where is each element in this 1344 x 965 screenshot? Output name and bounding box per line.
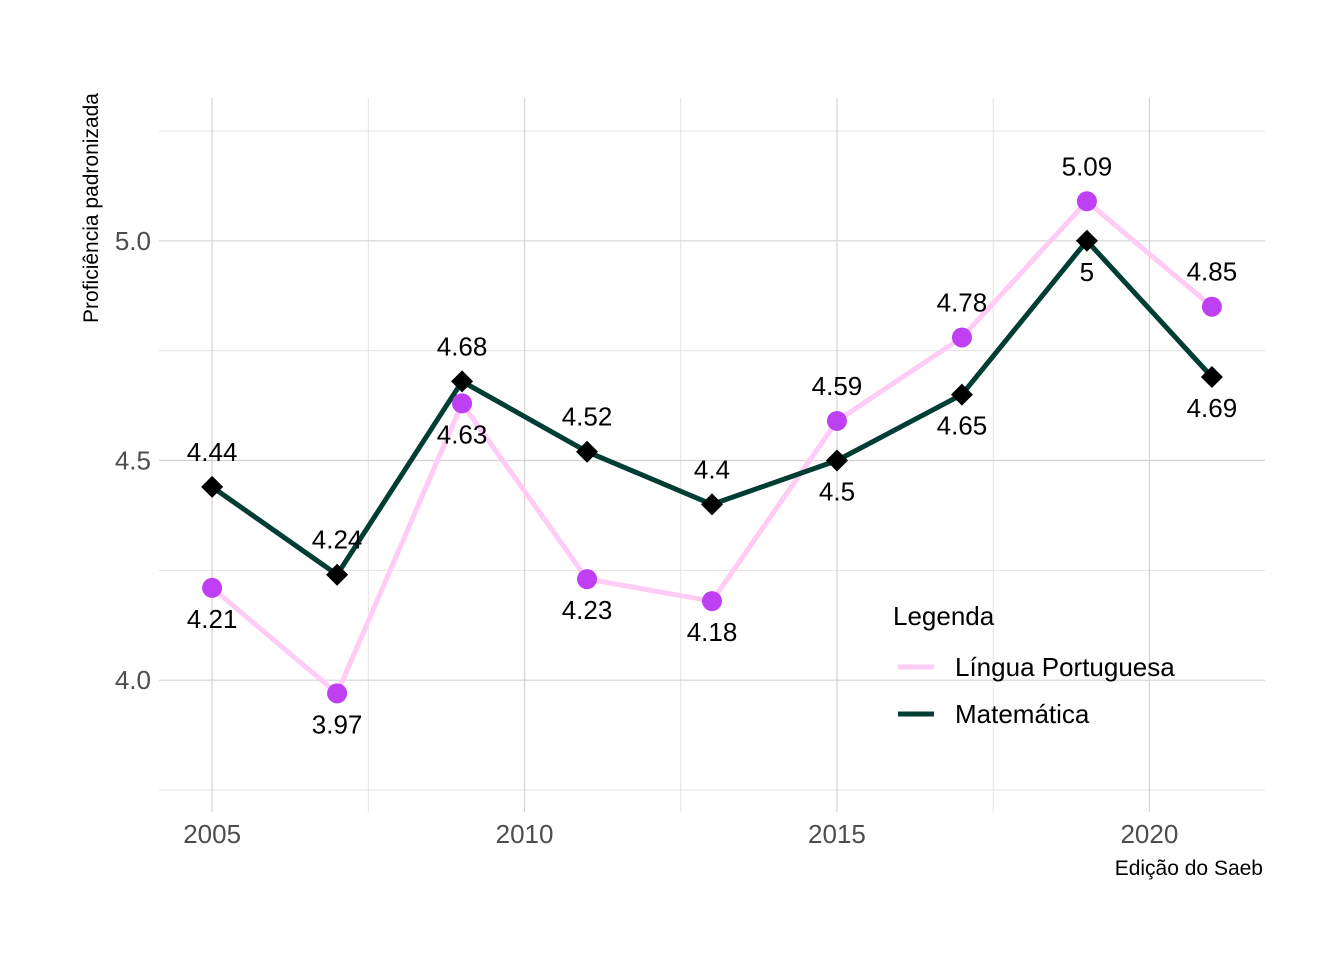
data-point-lingua-portuguesa <box>951 327 972 348</box>
legend-title: Legenda <box>893 601 995 631</box>
data-label-matematica: 4.5 <box>819 476 855 506</box>
x-tick-label: 2020 <box>1120 819 1178 849</box>
data-label-matematica: 4.24 <box>312 525 363 555</box>
data-point-lingua-portuguesa <box>702 591 722 612</box>
y-axis-title: Proficiência padronizada <box>80 93 103 323</box>
data-label-matematica: 4.44 <box>187 437 238 467</box>
data-label-lingua-portuguesa: 4.78 <box>937 287 988 317</box>
data-point-lingua-portuguesa <box>452 393 473 414</box>
data-point-matematica <box>201 475 224 498</box>
data-point-matematica <box>326 563 349 586</box>
data-point-lingua-portuguesa <box>202 577 223 598</box>
data-point-matematica <box>701 493 723 516</box>
data-label-lingua-portuguesa: 4.85 <box>1187 257 1238 287</box>
data-point-lingua-portuguesa <box>577 569 598 590</box>
y-tick-label: 5.0 <box>115 226 151 256</box>
data-label-lingua-portuguesa: 4.18 <box>687 617 738 647</box>
data-label-matematica: 4.65 <box>937 411 988 441</box>
data-point-matematica <box>1075 229 1098 252</box>
data-label-matematica: 4.4 <box>694 454 730 484</box>
data-point-lingua-portuguesa <box>826 410 847 431</box>
data-point-lingua-portuguesa <box>1076 191 1097 212</box>
data-label-lingua-portuguesa: 3.97 <box>312 709 363 739</box>
data-point-lingua-portuguesa <box>1201 296 1222 317</box>
data-point-matematica <box>950 383 973 406</box>
legend: Legenda Língua Portuguesa Matemática <box>893 601 1175 729</box>
legend-label-lingua-portuguesa: Língua Portuguesa <box>955 652 1175 682</box>
data-point-matematica <box>1200 366 1223 389</box>
legend-label-matematica: Matemática <box>955 699 1090 729</box>
data-label-matematica: 4.52 <box>562 402 613 432</box>
y-tick-label: 4.5 <box>115 445 151 475</box>
data-label-matematica: 4.69 <box>1187 393 1238 423</box>
y-tick-label: 4.0 <box>115 665 151 695</box>
x-axis-title: Edição do Saeb <box>1115 857 1263 880</box>
data-point-matematica <box>451 370 474 393</box>
x-tick-label: 2015 <box>808 819 866 849</box>
data-label-matematica: 5 <box>1080 257 1094 287</box>
data-label-lingua-portuguesa: 4.23 <box>562 595 613 625</box>
data-point-matematica <box>576 440 599 463</box>
x-tick-label: 2010 <box>496 819 554 849</box>
data-label-lingua-portuguesa: 4.21 <box>187 604 238 634</box>
series <box>201 191 1223 704</box>
axes: Proficiência padronizada Edição do Saeb … <box>80 93 1263 880</box>
x-tick-label: 2005 <box>183 819 241 849</box>
data-point-lingua-portuguesa <box>327 683 348 704</box>
data-label-lingua-portuguesa: 4.63 <box>437 419 488 449</box>
data-label-lingua-portuguesa: 4.59 <box>812 371 863 401</box>
data-label-matematica: 4.68 <box>437 331 488 361</box>
data-label-lingua-portuguesa: 5.09 <box>1062 151 1113 181</box>
data-point-matematica <box>825 449 848 472</box>
data-labels: 4.21 4.44 3.97 4.24 4.63 4.68 4.23 4.52 4.18 4.4 4… <box>187 151 1237 739</box>
